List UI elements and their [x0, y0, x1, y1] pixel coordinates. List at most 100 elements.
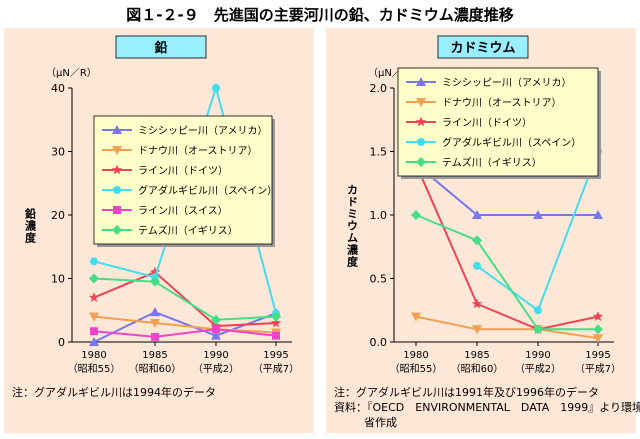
- unit-label: （μN／R）: [46, 67, 97, 79]
- y-tick-label: 20: [51, 209, 65, 222]
- series-4-point: [90, 327, 98, 336]
- series-1-point: [472, 325, 482, 335]
- source-note: 資料：『OECD ENVIRONMENTAL DATA 1999』より環境: [334, 401, 640, 414]
- y-axis-label: 鉛濃度: [24, 207, 37, 244]
- lead-panel: 鉛 （μN／R） 0 10 20 30 40 鉛濃度 1980 （昭和55） 1985 （昭和60） 1…: [4, 28, 314, 433]
- series-0-point: [150, 307, 160, 317]
- series-3-point: [473, 261, 481, 270]
- y-tick-label: 0.5: [370, 273, 388, 286]
- series-4-point: [593, 324, 603, 335]
- legend-label: グアダルギビル川（スペイン）: [138, 184, 277, 197]
- series-3-point: [212, 84, 220, 92]
- legend-label: テムズ川（イギリス）: [442, 156, 542, 169]
- series-3-point: [90, 257, 98, 266]
- legend-label: ライン川（ドイツ）: [442, 117, 532, 129]
- y-tick-label: 1.0: [370, 209, 388, 222]
- series-5-line: [93, 277, 277, 321]
- legend-label: ドナウ川（オーストリア）: [442, 97, 562, 109]
- x-tick-sublabel: （平成7）: [575, 363, 621, 375]
- cadmium-panel: カドミウム （μN／R） 0.0 0.5 1.0 1.5 2.0 カドミウム濃度 1980 （昭和…: [326, 28, 636, 433]
- series-4-point: [212, 325, 220, 334]
- cadmium-chart: カドミウム（μN／R）0.00.51.01.52.0カドミウム濃度1980（昭和…: [346, 35, 621, 375]
- legend-marker: [416, 157, 426, 167]
- series-2-line: [415, 163, 599, 331]
- x-tick-label: 1995: [585, 350, 610, 361]
- legend-label: ライン川（スイス）: [138, 205, 228, 217]
- series-0-point: [593, 210, 603, 219]
- source-note-cont: 省作成: [364, 416, 397, 429]
- legend-marker: [113, 186, 121, 194]
- legend-label: ドナウ川（オーストリア）: [138, 145, 258, 157]
- series-5-point: [211, 314, 221, 325]
- series-4-line: [93, 328, 277, 338]
- series-5-point: [271, 311, 281, 322]
- y-tick-label: 30: [51, 146, 65, 159]
- series-0-point: [533, 210, 543, 219]
- chart-title-box: [115, 35, 207, 59]
- series-2-point: [592, 311, 604, 321]
- cadmium-note: 注：グアダルギビル川は1991年及び1996年のデータ: [334, 386, 599, 399]
- legend-box: [93, 115, 273, 245]
- series-1-line: [93, 315, 277, 334]
- series-1-line: [415, 315, 599, 340]
- x-tick-sublabel: （昭和55）: [390, 363, 443, 375]
- legend-marker: [417, 138, 425, 146]
- series-0-point: [89, 337, 99, 346]
- lead-chart: 鉛 （μN／R） 0 10 20 30 40 鉛濃度 1980 （昭和55） 1985 （昭和60） 1…: [24, 35, 299, 375]
- legend-marker: [112, 146, 122, 155]
- x-tick-label: 1980: [81, 350, 106, 361]
- chart-title-box: [437, 35, 529, 59]
- legend-marker: [415, 116, 427, 127]
- x-tick-label: 1990: [203, 350, 228, 361]
- series-2-point: [88, 292, 100, 302]
- series-2-point: [471, 298, 483, 309]
- series-0-point: [211, 330, 221, 340]
- legend-marker: [416, 77, 426, 86]
- series-0-line: [415, 163, 598, 216]
- figure-title: 図１-２-９ 先進国の主要河川の鉛、カドミウム濃度推移: [126, 6, 514, 24]
- series-2-point: [270, 317, 282, 328]
- series-1-point: [150, 318, 160, 328]
- y-tick-label: 0: [58, 336, 65, 349]
- y-tick-label: 2.0: [370, 82, 388, 95]
- series-3-point: [534, 306, 542, 315]
- x-tick-label: 1985: [464, 350, 489, 361]
- legend-label: ミシシッピー川（アメリカ）: [442, 77, 572, 89]
- x-tick-sublabel: （昭和55）: [68, 363, 121, 375]
- legend-marker: [112, 125, 122, 134]
- x-tick-sublabel: （昭和60）: [129, 363, 182, 375]
- y-tick-label: 10: [51, 273, 65, 286]
- legend-marker: [111, 164, 123, 175]
- series-4-point: [272, 331, 280, 340]
- y-tick-label: 0.0: [370, 336, 388, 349]
- y-tick-label: 1.5: [370, 146, 388, 159]
- series-4-line: [415, 214, 598, 331]
- lead-note: 注：グアダルギビル川は1994年のデータ: [12, 386, 216, 399]
- x-tick-sublabel: （平成2）: [193, 363, 239, 375]
- series-4-point: [533, 324, 543, 335]
- series-1-point: [89, 312, 99, 322]
- y-axis-label: カドミウム濃度: [346, 184, 359, 268]
- series-5-point: [89, 273, 99, 284]
- x-tick-label: 1980: [403, 350, 428, 361]
- x-tick-label: 1995: [263, 350, 288, 361]
- series-1-point: [411, 312, 421, 322]
- x-tick-sublabel: （平成7）: [253, 363, 299, 375]
- y-tick-label: 40: [51, 82, 65, 95]
- series-2-point: [149, 266, 161, 277]
- chart-title: 鉛: [154, 40, 167, 56]
- x-tick-label: 1990: [525, 350, 550, 361]
- series-2-line: [93, 270, 277, 328]
- legend-marker: [112, 225, 122, 235]
- series-4-point: [472, 235, 482, 246]
- x-tick-sublabel: （昭和60）: [451, 363, 504, 375]
- legend-label: テムズ川（イギリス）: [138, 224, 238, 237]
- chart-title: カドミウム: [450, 41, 515, 56]
- series-0-point: [472, 210, 482, 219]
- x-tick-sublabel: （平成2）: [515, 363, 561, 375]
- series-4-point: [151, 332, 159, 341]
- series-5-point: [150, 276, 160, 287]
- legend-marker: [416, 98, 426, 107]
- legend-marker: [113, 206, 121, 214]
